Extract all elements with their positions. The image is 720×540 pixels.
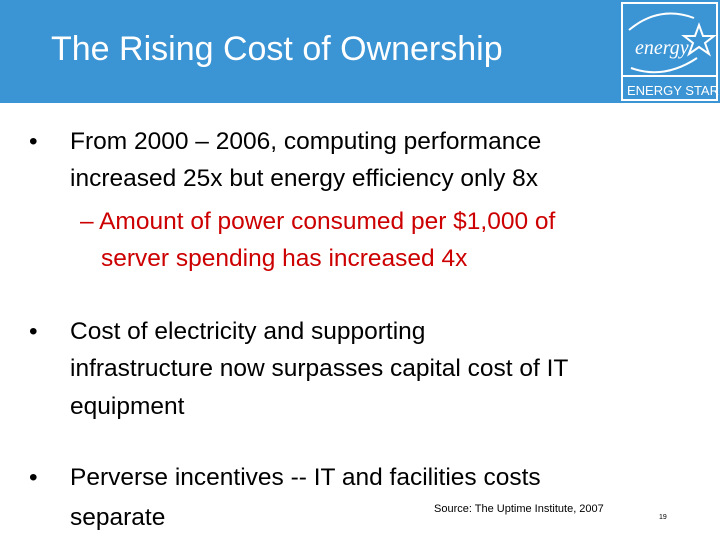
bullet-3-line-1: Perverse incentives -- IT and facilities… <box>70 464 541 491</box>
page-number: 19 <box>659 514 667 521</box>
bullet-3-line-2: separate <box>70 504 166 531</box>
logo-text: ENERGY STAR <box>627 83 719 98</box>
sub-bullet-1-line-1: – Amount of power consumed per $1,000 of <box>80 208 556 235</box>
bullet-marker: • <box>29 464 38 491</box>
sub-bullet-1: – Amount of power consumed per $1,000 of… <box>80 205 555 275</box>
energy-star-logo: energy ENERGY STAR <box>619 0 720 103</box>
bullet-1-line-2: increased 25x but energy efficiency only… <box>70 165 539 192</box>
bullet-2-line-3: equipment <box>70 393 185 420</box>
bullet-marker: • <box>29 318 38 345</box>
bullet-1-line-1: From 2000 – 2006, computing performance <box>70 128 542 155</box>
slide-title: The Rising Cost of Ownership <box>51 30 503 68</box>
source-citation: Source: The Uptime Institute, 2007 <box>434 503 604 515</box>
bullet-marker: • <box>29 128 38 155</box>
logo-script-text: energy <box>635 37 689 59</box>
energy-star-icon: energy ENERGY STAR <box>619 0 720 103</box>
bullet-2-line-1: Cost of electricity and supporting <box>70 318 426 345</box>
bullet-2-line-2: infrastructure now surpasses capital cos… <box>70 355 569 382</box>
sub-bullet-1-line-2: server spending has increased 4x <box>101 245 468 272</box>
title-bar <box>0 0 720 103</box>
